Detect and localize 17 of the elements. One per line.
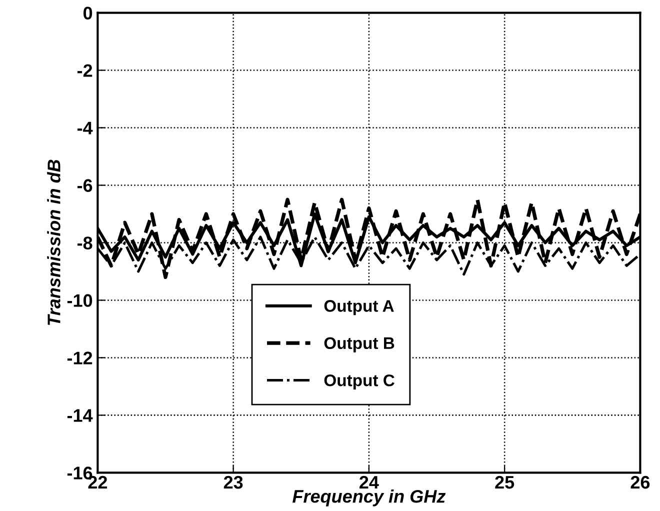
y-tick-label: -14 bbox=[67, 409, 93, 422]
x-tick-label: 25 bbox=[495, 476, 514, 489]
x-tick-label: 24 bbox=[360, 476, 379, 489]
y-axis-title: Transmission in dB bbox=[47, 160, 60, 326]
x-tick-label: 26 bbox=[630, 476, 650, 489]
legend-label: Output B bbox=[324, 337, 394, 352]
y-tick-label: -4 bbox=[77, 122, 93, 134]
y-tick-label: -12 bbox=[67, 352, 92, 364]
x-tick-label: 23 bbox=[224, 476, 243, 489]
x-axis-title: Frequency in GHz bbox=[292, 490, 446, 506]
y-tick-label: -10 bbox=[67, 294, 92, 307]
y-tick-label: 0 bbox=[83, 6, 92, 20]
y-tick-label: -6 bbox=[77, 179, 92, 192]
legend-label: Output C bbox=[324, 374, 394, 390]
y-tick-label: -8 bbox=[77, 236, 92, 250]
y-tick-label: -2 bbox=[77, 64, 92, 77]
legend-label: Output A bbox=[324, 300, 394, 316]
